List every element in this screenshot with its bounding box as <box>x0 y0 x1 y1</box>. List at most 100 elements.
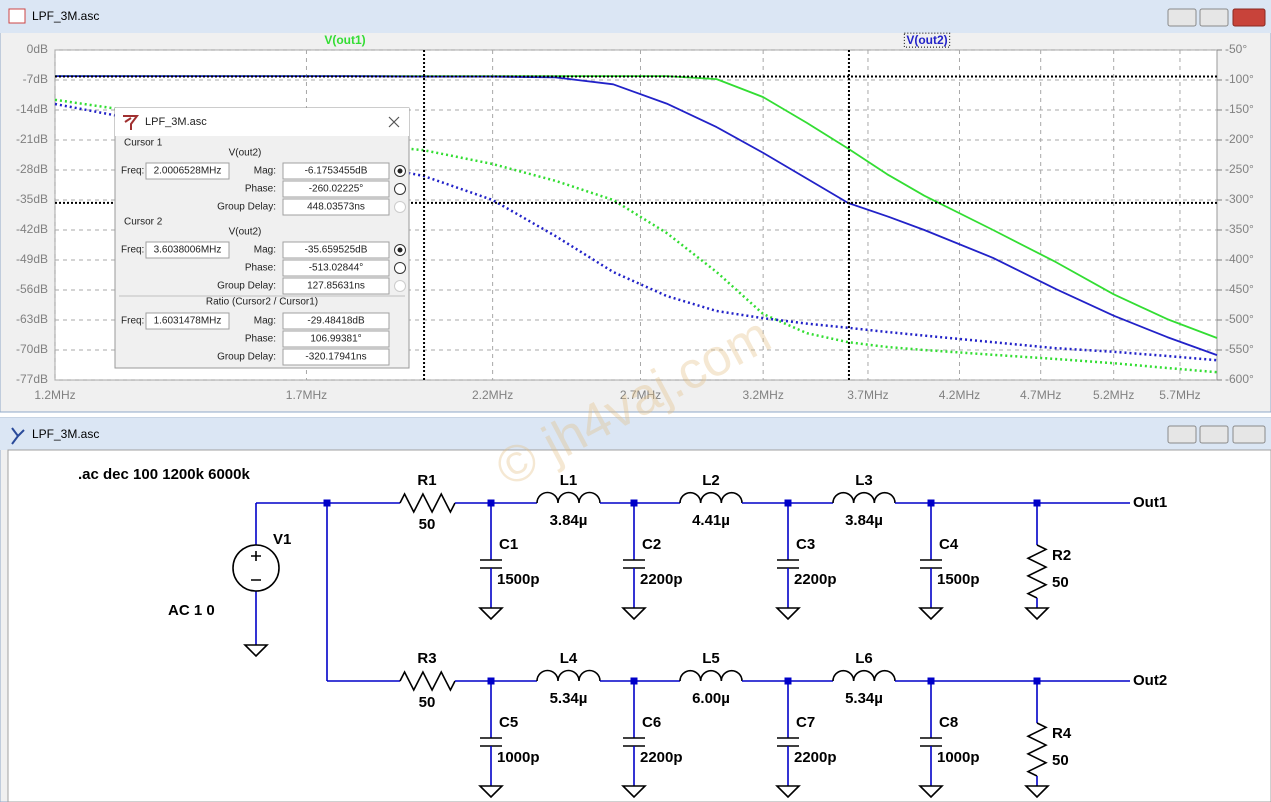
component-label: 5.34µ <box>845 690 883 707</box>
component-label: 50 <box>419 694 436 711</box>
section-heading: Ratio (Cursor2 / Cursor1) <box>206 297 318 308</box>
component-label: 1500p <box>497 571 540 588</box>
component-label: 50 <box>1052 752 1069 769</box>
ground <box>775 785 801 799</box>
radio-button[interactable] <box>394 280 406 292</box>
inductor <box>832 669 896 682</box>
maximize-button[interactable] <box>1199 425 1229 444</box>
component-label: C7 <box>796 714 815 731</box>
field-box <box>145 241 230 259</box>
x-tick-label: 3.2MHz <box>742 388 783 402</box>
legend-entry[interactable]: V(out2) <box>906 33 947 47</box>
component-label: 2200p <box>640 749 683 766</box>
plot: 1.2MHz 1.7MHz 2.2MHz 2.7MHz 3.2MHz 3.7MHz 4.2M… <box>16 32 1254 402</box>
dialog-close[interactable] <box>388 116 400 128</box>
radio-dot <box>397 168 403 174</box>
component-label: V1 <box>273 531 291 548</box>
component-label: C3 <box>796 536 815 553</box>
field-label: Mag: <box>254 245 276 256</box>
minimize-button[interactable] <box>1167 425 1197 444</box>
ground <box>621 785 647 799</box>
radio-button[interactable] <box>394 262 406 274</box>
field-label: Freq: <box>121 166 144 177</box>
field-value: -320.17941ns <box>305 352 366 363</box>
ground <box>1024 785 1050 799</box>
y-tick-label: -42dB <box>16 222 48 236</box>
component-label: C8 <box>939 714 958 731</box>
field-box <box>282 180 390 198</box>
component-label: R2 <box>1052 547 1071 564</box>
field-label: Mag: <box>254 316 276 327</box>
resistor <box>1026 544 1048 599</box>
component-label: L2 <box>702 472 720 489</box>
maximize-button[interactable] <box>1199 8 1229 27</box>
polarity <box>251 551 261 581</box>
field-box <box>282 277 390 295</box>
x-tick-label: 1.2MHz <box>34 388 75 402</box>
component-label: L1 <box>560 472 578 489</box>
component-label: 5.34µ <box>550 690 588 707</box>
field-label: Phase: <box>245 184 276 195</box>
trace-name: V(out2) <box>229 227 262 238</box>
component-label: C2 <box>642 536 661 553</box>
field-box <box>282 162 390 180</box>
radio-button[interactable] <box>394 183 406 195</box>
x-tick-label: 1.7MHz <box>286 388 327 402</box>
field-label: Phase: <box>245 263 276 274</box>
y2-tick-label: -200° <box>1225 132 1254 146</box>
trace-name: V(out2) <box>229 148 262 159</box>
field-value: 127.85631ns <box>307 281 365 292</box>
component-label: R4 <box>1052 725 1072 742</box>
inductor <box>679 669 743 682</box>
y-tick-label: -14dB <box>16 102 48 116</box>
x-tick-label: 2.7MHz <box>620 388 661 402</box>
component-label: AC 1 0 <box>168 602 215 619</box>
field-value: 448.03573ns <box>307 202 365 213</box>
y2-tick-label: -400° <box>1225 252 1254 266</box>
y2-tick-label: -500° <box>1225 312 1254 326</box>
field-value: 2.0006528MHz <box>154 166 222 177</box>
field-box <box>282 312 390 330</box>
field-box <box>145 162 230 180</box>
section-heading: Cursor 2 <box>124 217 163 228</box>
schematic: .ac dec 100 1200k 6000k V1 AC 1 0 R1 50 L1 3.8… <box>78 466 1167 799</box>
inductor <box>679 491 743 504</box>
field-value: -35.659525dB <box>305 245 368 256</box>
resistor <box>1026 722 1048 777</box>
window-title: LPF_3M.asc <box>32 9 99 23</box>
component-label: 3.84µ <box>845 512 883 529</box>
radio-button[interactable] <box>394 201 406 213</box>
dialog-title: LPF_3M.asc <box>145 116 207 128</box>
component-label: C5 <box>499 714 518 731</box>
minimize-button[interactable] <box>1167 8 1197 27</box>
field-box <box>282 348 390 366</box>
component-label: L3 <box>855 472 873 489</box>
ground <box>1024 607 1050 621</box>
component-label: L5 <box>702 650 720 667</box>
component-label: 4.41µ <box>692 512 730 529</box>
y2-tick-label: -600° <box>1225 372 1254 386</box>
ground <box>478 607 504 621</box>
ground <box>478 785 504 799</box>
legend-entry[interactable]: V(out1) <box>324 33 365 47</box>
component-label: 2200p <box>640 571 683 588</box>
x-tick-label: 2.2MHz <box>472 388 513 402</box>
close-button[interactable] <box>1232 8 1266 27</box>
ground <box>243 644 269 658</box>
field-value: -29.48418dB <box>307 316 365 327</box>
component-label: C6 <box>642 714 661 731</box>
close-button[interactable] <box>1232 425 1266 444</box>
resistor <box>399 670 456 692</box>
inductor <box>536 669 601 682</box>
legend-focus <box>903 32 951 48</box>
component-label: 2200p <box>794 571 837 588</box>
component-label: .ac dec 100 1200k 6000k <box>78 466 250 483</box>
field-label: Freq: <box>121 316 144 327</box>
component-label: R1 <box>417 472 436 489</box>
cursor-dialog: LPF_3M.asc Cursor 1 V(out2) Freq: 2.0006528M… <box>114 107 410 369</box>
x-tick-label: 5.7MHz <box>1159 388 1200 402</box>
dialog-icon <box>123 115 139 130</box>
window-icon <box>11 427 25 445</box>
